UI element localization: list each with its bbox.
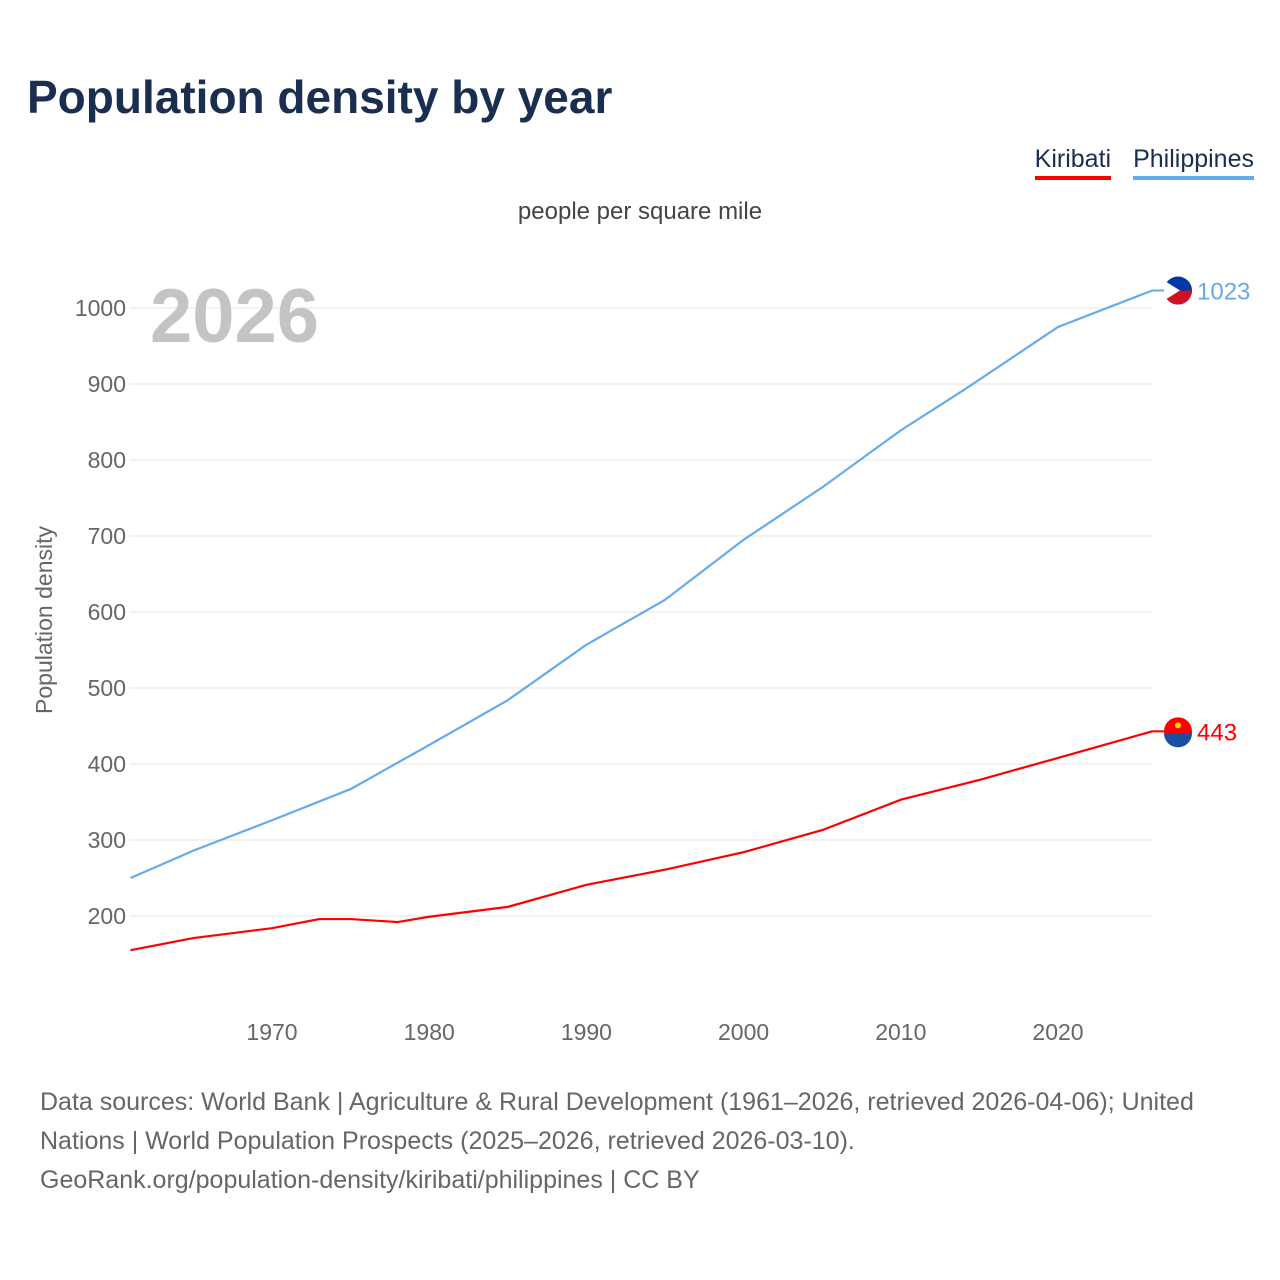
footer: Data sources: World Bank | Agriculture &…: [40, 1083, 1250, 1200]
y-tick-label: 700: [88, 523, 126, 549]
y-axis-label: Population density: [31, 526, 57, 714]
x-tick-label: 1970: [246, 1019, 297, 1045]
y-tick-label: 1000: [75, 295, 126, 321]
series-line-kiribati: [130, 730, 1153, 952]
legend: Kiribati Philippines: [1034, 145, 1254, 180]
data-sources: Data sources: World Bank | Agriculture &…: [40, 1088, 1194, 1155]
series-line-philippines: [130, 289, 1153, 880]
chart-title: Population density by year: [27, 71, 613, 123]
y-tick-label: 200: [88, 903, 126, 929]
x-tick-label: 2000: [718, 1019, 769, 1045]
chart-subtitle: people per square mile: [517, 198, 763, 225]
year-watermark: 2026: [150, 274, 319, 359]
y-tick-label: 300: [88, 827, 126, 853]
source-link[interactable]: GeoRank.org/population-density/kiribati/…: [40, 1166, 700, 1194]
y-tick-label: 400: [88, 751, 126, 777]
end-value-label: 443: [1197, 719, 1237, 746]
flag-triangle: [1164, 280, 1180, 301]
x-tick-label: 1990: [561, 1019, 612, 1045]
x-tick-label: 2020: [1032, 1019, 1083, 1045]
end-value-label: 1023: [1197, 279, 1250, 306]
x-tick-label: 1980: [404, 1019, 455, 1045]
y-tick-label: 900: [88, 371, 126, 397]
flag-wave: [1164, 733, 1192, 748]
legend-philippines[interactable]: Philippines: [1133, 145, 1254, 180]
y-tick-label: 600: [88, 599, 126, 625]
x-tick-label: 2010: [875, 1019, 926, 1045]
flag-sun: [1175, 722, 1181, 729]
legend-kiribati[interactable]: Kiribati: [1034, 145, 1112, 180]
y-tick-label: 800: [88, 447, 126, 473]
y-tick-label: 500: [88, 675, 126, 701]
